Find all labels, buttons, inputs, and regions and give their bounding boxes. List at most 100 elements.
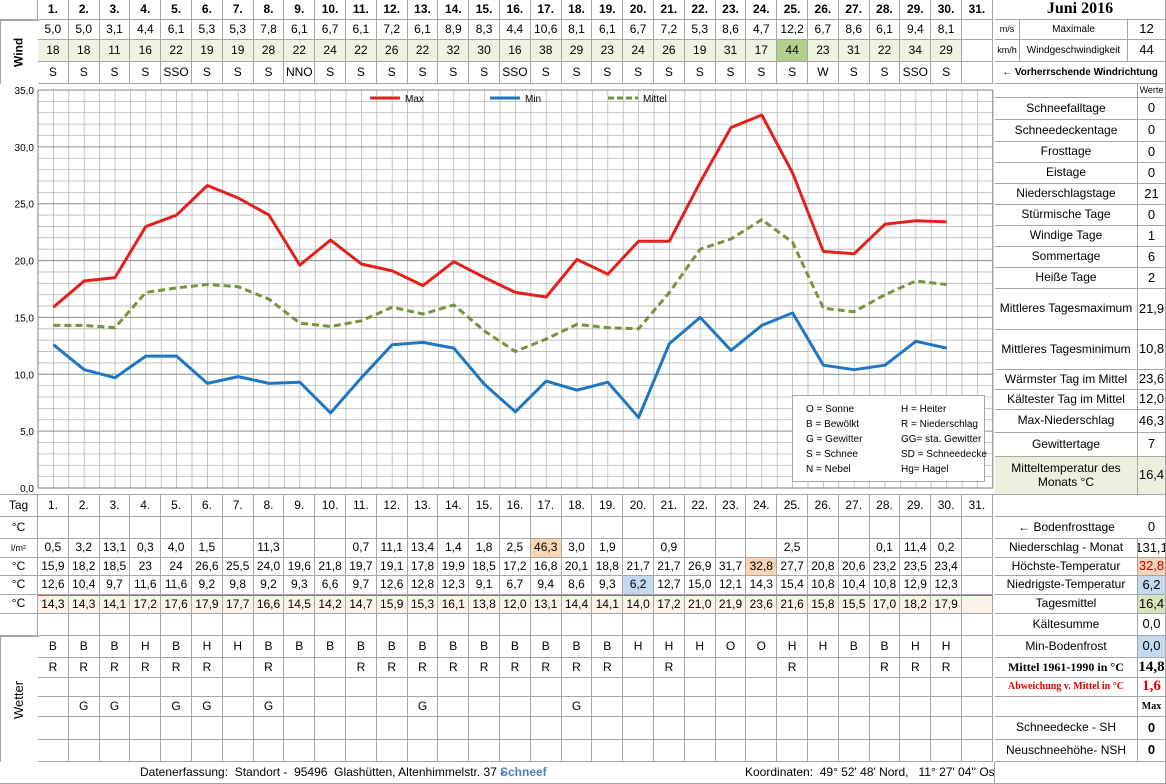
weather-code: [68, 678, 100, 697]
summary-value: 32,8: [1138, 558, 1166, 576]
precipitation: [623, 539, 654, 558]
empty-cell: [376, 717, 408, 740]
min-temp: 12,8: [407, 576, 439, 595]
day-header: 3.: [99, 495, 131, 517]
weather-code: B: [38, 636, 69, 658]
weather-code: H: [623, 636, 654, 658]
max-temp: 18,5: [99, 558, 131, 576]
mean-temp: 15,5: [838, 595, 870, 614]
weather-code: [808, 678, 839, 697]
weather-code: H: [130, 636, 162, 658]
max-temp: 23: [130, 558, 162, 576]
empty-cell: [130, 614, 162, 636]
legend-label: Mittel: [643, 94, 667, 105]
weather-code: [869, 697, 901, 717]
mean-temp: 14,4: [561, 595, 593, 614]
weather-code: [900, 678, 932, 697]
min-temp: [962, 576, 993, 595]
weather-code: [777, 678, 808, 697]
empty-cell: [469, 614, 500, 636]
max-temp: 15,9: [38, 558, 69, 576]
series-line: [52, 311, 947, 419]
weather-code: [346, 697, 377, 717]
empty-cell: [838, 717, 870, 740]
empty-cell: [315, 614, 346, 636]
empty-cell: [900, 614, 932, 636]
wind-direction: S: [407, 62, 439, 84]
wind-direction: S: [592, 62, 624, 84]
row-unit: °C: [0, 517, 38, 539]
min-temp: 12,1: [715, 576, 747, 595]
empty-cell: [654, 614, 685, 636]
day-header: 5.: [161, 0, 192, 20]
mean-temp: 14,1: [99, 595, 131, 614]
weather-code: [222, 697, 254, 717]
corner: [0, 0, 38, 20]
weather-code: [192, 678, 223, 697]
max-temp: 31,7: [715, 558, 747, 576]
mean-temp: 15,3: [407, 595, 439, 614]
row-unit: °C: [0, 576, 38, 595]
precipitation: [962, 539, 993, 558]
y-tick-label: 15,0: [15, 313, 35, 324]
min-temp: 10,4: [68, 576, 100, 595]
empty-cell: [869, 717, 901, 740]
stat-label: Kältester Tag im Mittel: [995, 390, 1138, 410]
empty-cell: [931, 517, 962, 539]
day-header: 4.: [130, 495, 162, 517]
mean-temp: 13,1: [530, 595, 562, 614]
wind-direction: S: [346, 62, 377, 84]
footer-blank: [995, 762, 1166, 784]
wind-ms: 4,7: [746, 20, 778, 40]
weather-code: [407, 678, 439, 697]
min-temp: 12,6: [38, 576, 69, 595]
wind-kmh: 22: [161, 40, 192, 62]
weather-code: [161, 678, 192, 697]
precipitation: [315, 539, 346, 558]
empty-cell: [962, 517, 993, 539]
empty-cell: [746, 614, 778, 636]
precipitation: 13,4: [407, 539, 439, 558]
empty-cell: [438, 717, 470, 740]
empty-cell: [746, 717, 778, 740]
wind-ms: 9,4: [900, 20, 932, 40]
weather-legend-item: SD = Schneedecke: [901, 449, 987, 460]
precipitation: 11,3: [253, 539, 285, 558]
max-temp: 24: [161, 558, 192, 576]
min-temp: 10,4: [838, 576, 870, 595]
weather-code: [746, 658, 778, 678]
precipitation: 0,3: [130, 539, 162, 558]
weather-code: [376, 697, 408, 717]
weather-code: [654, 678, 685, 697]
weather-code: R: [654, 658, 685, 678]
stat-value: 0: [1138, 163, 1166, 184]
empty-cell: [715, 517, 747, 539]
y-tick-label: 30,0: [15, 143, 35, 154]
day-header: 26.: [808, 495, 839, 517]
mean-temp: [962, 595, 993, 614]
max-wind-label: Windgeschwindigkeit: [1020, 40, 1128, 62]
day-header: 19.: [592, 0, 624, 20]
wind-direction: S: [315, 62, 346, 84]
day-header: 20.: [623, 495, 654, 517]
day-header: 10.: [315, 0, 346, 20]
mean-temp: 16,6: [253, 595, 285, 614]
empty-cell: [962, 614, 993, 636]
empty-cell: [838, 614, 870, 636]
wind-kmh: 44: [777, 40, 808, 62]
day-header: 16.: [500, 495, 531, 517]
max-temp: 23,2: [869, 558, 901, 576]
day-header: 31.: [962, 495, 993, 517]
day-header: 21.: [654, 0, 685, 20]
weather-code: R: [38, 658, 69, 678]
empty-cell: [500, 740, 531, 762]
weather-code: H: [654, 636, 685, 658]
day-header: 25.: [777, 0, 808, 20]
empty-cell: [68, 614, 100, 636]
y-tick-label: 20,0: [15, 257, 35, 268]
weather-code: [623, 697, 654, 717]
day-header: 28.: [869, 0, 901, 20]
weather-code: [684, 678, 716, 697]
row-unit: Tag: [0, 495, 38, 517]
empty-cell: [315, 740, 346, 762]
